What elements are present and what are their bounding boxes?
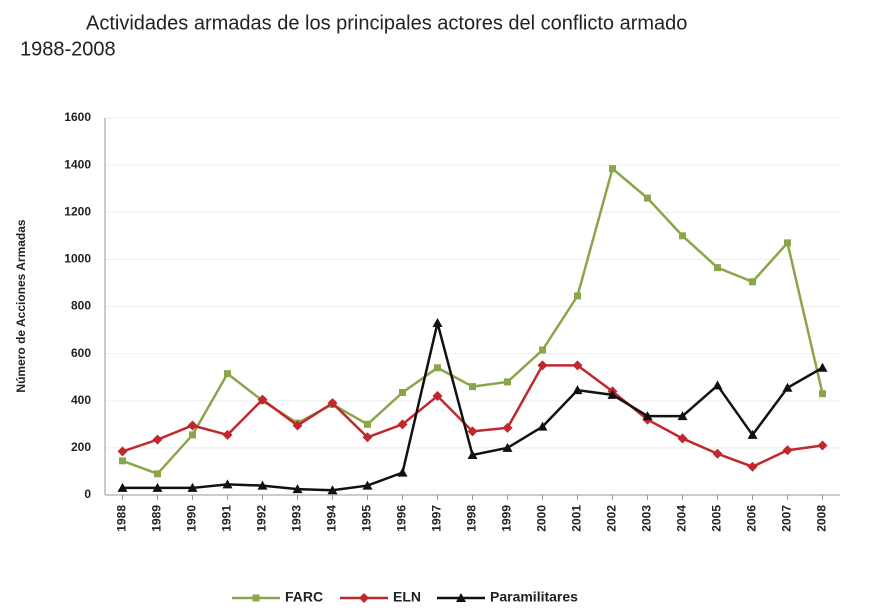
point-marker: [677, 433, 688, 444]
point-marker: [432, 391, 443, 402]
x-tick-label: 2007: [780, 505, 794, 532]
x-tick-label: 1996: [395, 505, 409, 532]
point-marker: [152, 482, 163, 492]
x-tick-label: 1997: [430, 505, 444, 532]
x-tick-label: 1994: [325, 505, 339, 532]
x-tick-label: 2004: [675, 505, 689, 532]
point-marker: [747, 461, 758, 472]
x-tick-label: 1995: [360, 505, 374, 532]
point-marker: [432, 317, 443, 327]
x-tick-label: 2002: [605, 505, 619, 532]
point-marker: [537, 421, 548, 431]
y-tick-label: 1000: [64, 252, 91, 266]
x-tick-label: 2003: [640, 505, 654, 532]
point-marker: [677, 411, 688, 421]
point-marker: [747, 429, 758, 439]
x-tick-label: 1999: [500, 505, 514, 532]
point-marker: [819, 390, 826, 398]
point-marker: [607, 389, 618, 399]
point-marker: [154, 470, 161, 478]
point-marker: [222, 429, 233, 440]
legend-label: FARC: [285, 589, 323, 605]
point-marker: [537, 360, 548, 371]
x-tick-label: 1991: [220, 505, 234, 532]
point-marker: [292, 484, 303, 494]
point-marker: [609, 165, 616, 173]
point-marker: [362, 432, 373, 443]
y-tick-label: 1400: [64, 157, 91, 171]
point-marker: [469, 383, 476, 391]
point-marker: [817, 362, 828, 372]
point-marker: [399, 389, 406, 397]
x-tick-label: 1990: [185, 505, 199, 532]
y-tick-label: 0: [84, 487, 91, 501]
x-tick-label: 1993: [290, 505, 304, 532]
point-marker: [187, 420, 198, 431]
point-marker: [712, 380, 723, 390]
point-marker: [539, 346, 546, 354]
y-tick-label: 200: [71, 440, 91, 454]
chart-subtitle: 1988-2008: [20, 38, 116, 60]
point-marker: [119, 457, 126, 465]
point-marker: [467, 449, 478, 459]
x-tick-label: 1989: [150, 505, 164, 532]
x-tick-label: 2005: [710, 505, 724, 532]
y-tick-label: 800: [71, 299, 91, 313]
point-marker: [434, 364, 441, 372]
point-marker: [467, 426, 478, 437]
y-tick-label: 600: [71, 346, 91, 360]
point-marker: [502, 422, 513, 433]
point-marker: [782, 445, 793, 456]
point-marker: [152, 434, 163, 445]
legend-marker: [456, 593, 466, 602]
point-marker: [642, 411, 653, 421]
y-tick-label: 400: [71, 393, 91, 407]
point-marker: [327, 398, 338, 409]
legend-label: Paramilitares: [490, 589, 578, 605]
x-tick-label: 2001: [570, 505, 584, 532]
legend-marker: [252, 594, 260, 602]
point-marker: [257, 394, 268, 405]
x-tick-label: 1992: [255, 505, 269, 532]
x-tick-label: 1988: [115, 505, 129, 532]
legend-marker: [359, 593, 369, 603]
y-tick-label: 1200: [64, 204, 91, 218]
point-marker: [572, 385, 583, 395]
y-tick-label: 1600: [64, 110, 91, 124]
legend-label: ELN: [393, 589, 421, 605]
y-axis-label: Número de Acciones Armadas: [14, 219, 28, 392]
point-marker: [574, 292, 581, 300]
point-marker: [817, 440, 828, 451]
point-marker: [504, 378, 511, 386]
point-marker: [714, 264, 721, 272]
point-marker: [644, 194, 651, 202]
point-marker: [187, 482, 198, 492]
point-marker: [362, 480, 373, 490]
x-tick-label: 2008: [815, 505, 829, 532]
x-tick-label: 2000: [535, 505, 549, 532]
x-tick-label: 1998: [465, 505, 479, 532]
point-marker: [502, 442, 513, 452]
series-line: [122, 322, 824, 492]
point-marker: [782, 382, 793, 392]
chart-title: Actividades armadas de los principales a…: [86, 12, 687, 34]
point-marker: [784, 239, 791, 247]
point-marker: [117, 482, 128, 492]
point-marker: [224, 370, 231, 378]
point-marker: [679, 232, 686, 240]
point-marker: [257, 480, 268, 490]
point-marker: [712, 448, 723, 459]
point-marker: [749, 278, 756, 286]
point-marker: [397, 467, 408, 477]
point-marker: [327, 485, 338, 495]
point-marker: [572, 360, 583, 371]
point-marker: [189, 431, 196, 439]
point-marker: [397, 419, 408, 430]
point-marker: [364, 420, 371, 428]
point-marker: [117, 446, 128, 457]
point-marker: [292, 420, 303, 431]
x-tick-label: 2006: [745, 505, 759, 532]
point-marker: [222, 479, 233, 489]
